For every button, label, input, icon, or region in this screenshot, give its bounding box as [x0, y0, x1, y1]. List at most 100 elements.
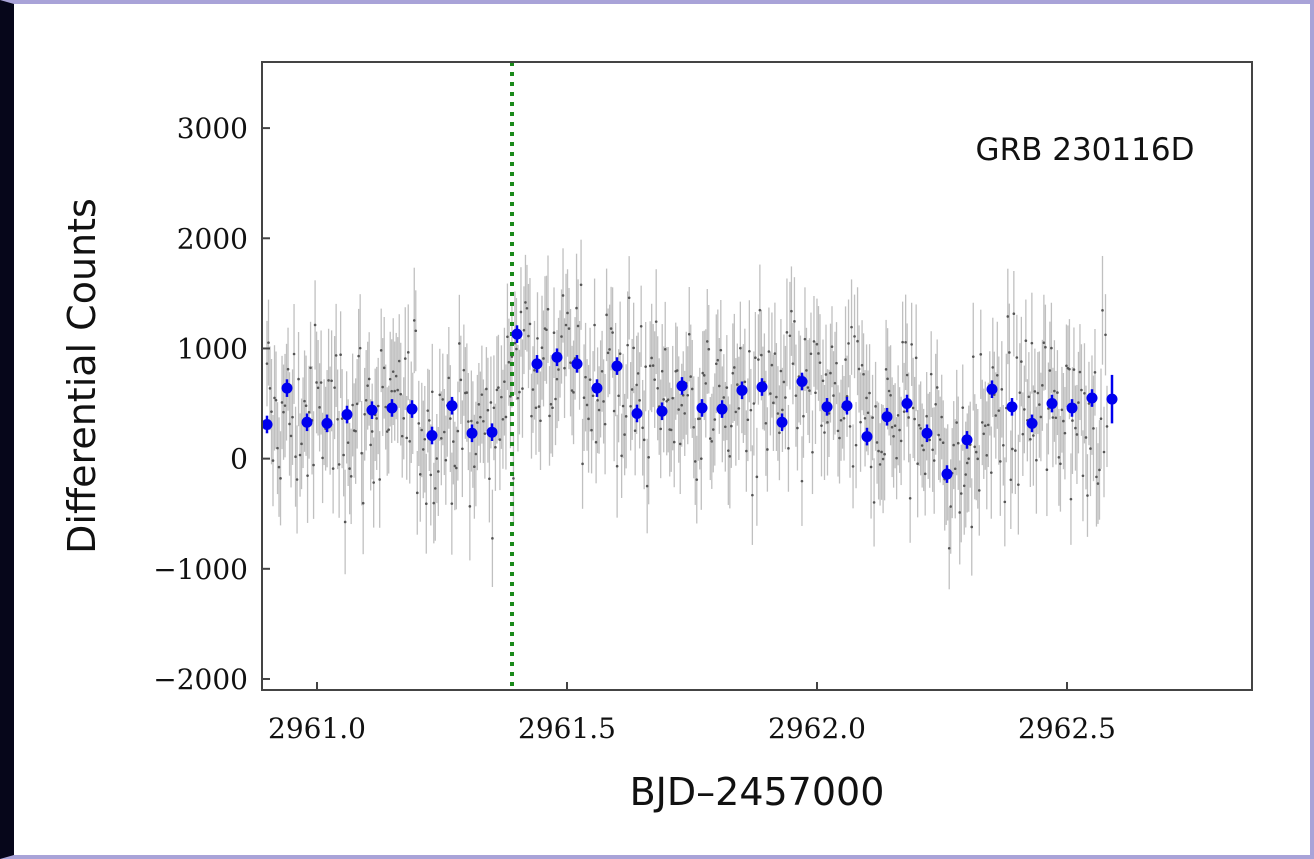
binned-point [446, 400, 458, 412]
raw-point [563, 366, 566, 370]
raw-point [784, 396, 787, 399]
raw-point [536, 337, 539, 340]
raw-point [585, 403, 589, 407]
raw-point [1083, 392, 1086, 395]
raw-point [494, 446, 497, 449]
raw-point [633, 429, 637, 432]
raw-point [545, 328, 548, 332]
binned-point [796, 376, 808, 388]
raw-point [355, 402, 359, 406]
raw-point [736, 383, 739, 386]
raw-point [947, 546, 951, 550]
raw-point [458, 342, 461, 345]
raw-point [848, 425, 852, 428]
raw-point [764, 421, 768, 425]
raw-point [862, 372, 865, 376]
raw-point [911, 406, 915, 410]
raw-point [769, 392, 772, 395]
raw-point [832, 394, 835, 397]
raw-point [549, 402, 553, 406]
raw-point [606, 351, 610, 355]
raw-point [973, 445, 977, 449]
raw-point [506, 335, 509, 339]
raw-point [504, 415, 508, 419]
raw-point [662, 398, 666, 401]
raw-point [624, 415, 628, 418]
raw-point [733, 366, 736, 369]
raw-light-curve [265, 239, 1109, 590]
raw-point [814, 391, 817, 395]
raw-point [590, 428, 593, 432]
grb-annotation: GRB 230116D [976, 132, 1195, 168]
raw-point [827, 412, 831, 415]
raw-point [420, 428, 424, 432]
raw-point [1050, 346, 1053, 350]
raw-point [672, 440, 676, 444]
raw-point [626, 343, 629, 347]
raw-point [629, 404, 632, 408]
raw-point [449, 417, 452, 420]
raw-point [959, 492, 963, 495]
raw-point [376, 404, 380, 408]
raw-point [1080, 388, 1083, 392]
raw-point [896, 414, 900, 417]
raw-point [331, 467, 335, 470]
raw-point [907, 416, 910, 419]
raw-point [618, 352, 622, 356]
raw-point [576, 324, 580, 328]
raw-point [486, 408, 490, 412]
raw-point [400, 434, 404, 438]
x-axis-label: BJD–2457000 [630, 770, 885, 814]
raw-point [730, 424, 733, 428]
raw-point [1002, 443, 1005, 447]
raw-point [916, 462, 919, 466]
raw-point [321, 456, 324, 460]
raw-point [1036, 391, 1040, 395]
raw-point [724, 425, 727, 429]
raw-point [677, 408, 681, 411]
raw-point [1065, 364, 1068, 368]
raw-point [600, 370, 604, 373]
raw-point [361, 501, 365, 505]
raw-point [620, 454, 623, 458]
y-tick-label: 2000 [177, 222, 248, 255]
raw-point [312, 463, 315, 467]
raw-point [1023, 408, 1026, 411]
raw-point [315, 381, 318, 384]
raw-point [470, 419, 473, 423]
raw-point [309, 366, 312, 370]
raw-point [1075, 433, 1079, 436]
raw-point [899, 439, 903, 443]
y-tick-label: 1000 [177, 332, 248, 365]
binned-light-curve [261, 325, 1118, 483]
raw-point [370, 430, 374, 433]
raw-point [796, 426, 799, 430]
raw-point [826, 421, 829, 424]
raw-point [429, 473, 433, 477]
raw-point [318, 406, 321, 409]
raw-point [851, 465, 855, 468]
raw-point [319, 381, 323, 384]
raw-point [270, 410, 273, 413]
raw-point [835, 361, 838, 365]
raw-point [440, 437, 443, 440]
raw-point [437, 470, 440, 473]
raw-point [402, 417, 406, 420]
raw-point [480, 393, 484, 396]
raw-point [423, 437, 427, 441]
raw-point [351, 403, 354, 407]
raw-point [669, 428, 673, 432]
raw-point [749, 408, 753, 412]
raw-point [913, 417, 916, 421]
raw-point [366, 384, 369, 387]
raw-point [983, 424, 987, 428]
raw-point [534, 406, 538, 410]
raw-point [462, 368, 466, 372]
raw-point [1096, 482, 1100, 485]
raw-point [339, 353, 342, 357]
raw-point [1104, 333, 1107, 337]
raw-point [651, 364, 655, 367]
raw-point [641, 426, 644, 430]
raw-point [707, 347, 711, 351]
raw-point [931, 448, 934, 452]
